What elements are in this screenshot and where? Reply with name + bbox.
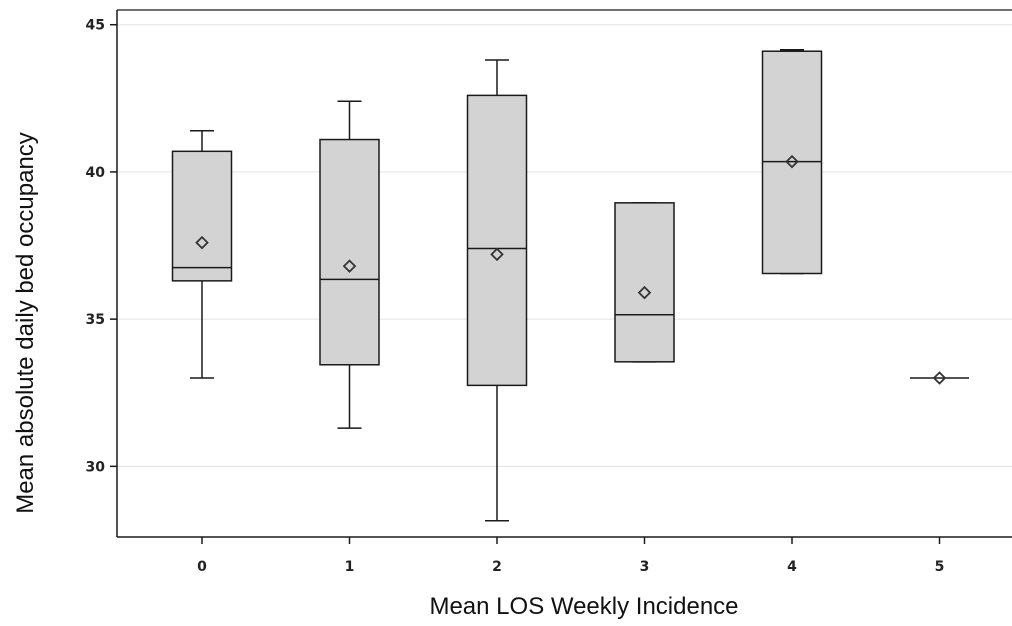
mean-marker [195,235,209,250]
iqr-box [319,138,380,366]
box-0 [171,129,233,379]
mean-marker [785,154,799,169]
iqr-box [614,202,675,363]
mean-marker [342,259,357,273]
iqr-box [171,150,233,282]
x-axis-title: Mean LOS Weekly Incidence [429,593,738,620]
y-tick-label: 35 [86,312,105,328]
x-tick-label: 2 [492,559,502,575]
y-tick-label: 40 [86,165,106,181]
x-tick-label: 3 [640,559,650,575]
box-3 [614,202,675,363]
gridlines [117,24,1012,467]
box-5 [910,371,969,385]
x-tick-label: 1 [345,559,355,575]
x-tick-label: 5 [935,559,945,575]
y-axis-title: Mean absolute daily bed occupancy [12,132,39,514]
mean-marker [490,247,504,262]
box-series [171,48,969,522]
mean-marker [932,371,947,385]
box-2 [466,59,528,522]
y-axis-ticks: 30 35 40 45 [86,18,117,475]
iqr-box [466,94,528,387]
x-tick-label: 0 [197,559,207,575]
box-1 [319,100,380,429]
y-tick-label: 45 [86,18,105,34]
y-tick-label: 30 [86,459,106,475]
x-tick-label: 4 [787,559,797,575]
box-4 [761,48,823,275]
mean-marker [637,285,652,300]
x-axis-ticks: 0 1 2 3 4 5 [197,537,944,575]
